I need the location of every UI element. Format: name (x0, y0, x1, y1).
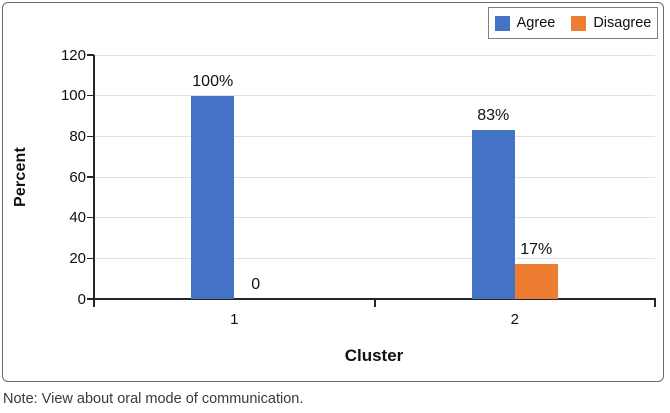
y-tick-mark (87, 135, 94, 138)
data-label-disagree-cluster-2: 17% (520, 241, 553, 259)
data-label-agree-cluster-2: 83% (477, 107, 510, 125)
gridline-y-60 (94, 176, 655, 178)
legend-label-disagree: Disagree (593, 15, 652, 31)
y-tick-label: 100 (60, 87, 86, 105)
x-tick-mark (654, 300, 656, 307)
y-tick-label: 80 (69, 127, 86, 145)
y-tick-mark (87, 298, 94, 300)
y-axis-title: Percent (12, 146, 29, 208)
bar-disagree-cluster-2 (514, 264, 558, 299)
legend-item-disagree: Disagree (571, 15, 651, 31)
x-category-label: 2 (510, 311, 519, 328)
chart-border (2, 2, 664, 382)
note-text: Note: View about oral mode of communicat… (3, 391, 304, 407)
x-axis-title: Cluster (344, 346, 404, 365)
gridline-y-80 (94, 135, 655, 137)
y-tick-mark (87, 257, 94, 260)
y-tick-label: 0 (77, 290, 86, 308)
y-tick-label: 20 (69, 249, 86, 267)
y-tick-mark (87, 54, 94, 56)
legend-swatch-agree (494, 15, 510, 31)
bar-agree-cluster-2 (471, 130, 515, 299)
y-tick-mark (87, 216, 94, 219)
x-tick-mark (93, 300, 95, 307)
legend-item-agree: Agree (494, 15, 556, 31)
gridline-y-20 (94, 257, 655, 259)
chart-legend: Agree Disagree (488, 7, 658, 39)
legend-label-agree: Agree (516, 15, 556, 31)
y-tick-mark (87, 94, 94, 97)
x-tick-mark (373, 300, 376, 307)
y-tick-label: 40 (69, 209, 86, 227)
y-tick-label: 120 (60, 46, 86, 64)
legend-swatch-disagree (571, 15, 587, 31)
y-tick-label: 60 (69, 168, 86, 186)
gridline-y-40 (94, 217, 655, 219)
x-category-label: 1 (230, 311, 239, 328)
gridline-y-120 (94, 54, 655, 56)
data-label-agree-cluster-1: 100% (192, 72, 234, 90)
y-tick-mark (87, 176, 94, 178)
x-axis-line (93, 298, 656, 300)
bar-agree-cluster-1 (191, 95, 235, 299)
y-axis-line (93, 55, 95, 300)
gridline-y-100 (94, 95, 655, 97)
data-label-disagree-cluster-1: 0 (251, 276, 261, 293)
